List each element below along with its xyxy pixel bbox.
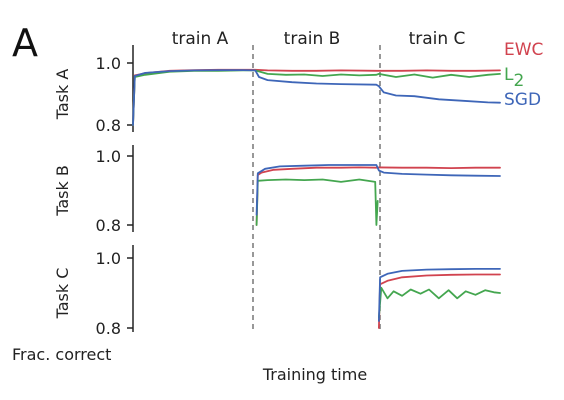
phase-label-a: train A	[172, 29, 229, 49]
y-axis-title: Task B	[53, 165, 72, 217]
y-tick-label: 1.0	[96, 249, 121, 268]
series-line-ewc	[377, 273, 501, 329]
series-line-ewc	[132, 68, 501, 126]
legend-label: L2	[504, 65, 524, 91]
series-line-sgd	[377, 267, 501, 322]
series-line-sgd	[132, 69, 501, 126]
panel-2: 1.0 0.8 Task B	[53, 145, 501, 235]
y-tick-label: 1.0	[96, 147, 121, 166]
phase-label-b: train B	[284, 29, 341, 49]
series-line-l2	[132, 69, 501, 126]
panel-letter: A	[12, 21, 38, 65]
y-tick-label: 0.8	[96, 216, 121, 235]
y-tick-label: 0.8	[96, 319, 121, 338]
y-axis-title: Task A	[53, 69, 72, 121]
x-axis-title: Training time	[262, 365, 367, 384]
series-line-l2	[377, 286, 501, 319]
y-tick-label: 1.0	[96, 54, 121, 73]
y-tick-label: 0.8	[96, 116, 121, 135]
phase-dividers	[252, 45, 381, 332]
series-line-l2	[255, 178, 379, 226]
phase-label-c: train C	[409, 29, 466, 49]
legend-label: EWC	[504, 40, 543, 60]
panel-3: 1.0 0.8 Task C	[53, 245, 501, 338]
corner-label: Frac. correct	[12, 345, 111, 364]
y-axis-title: Task C	[53, 268, 72, 320]
series-line-sgd	[255, 164, 501, 216]
series-line-ewc	[255, 166, 501, 226]
legend-label: SGD	[504, 90, 541, 110]
